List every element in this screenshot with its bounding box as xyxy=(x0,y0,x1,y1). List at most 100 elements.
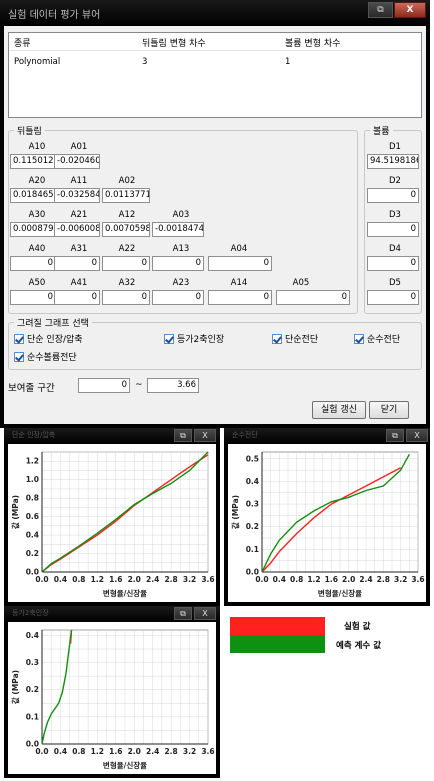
y-tick-label: 0.0 xyxy=(26,568,39,577)
legend-predicted-label: 예측 계수 값 xyxy=(336,641,382,651)
checkbox-label: 순수볼륨전단 xyxy=(27,353,77,363)
chart-titlebar[interactable]: 단순 인장/압축 ⧉ X xyxy=(4,428,220,444)
coef-input-a02[interactable]: 0.01137719 xyxy=(102,188,150,203)
coef-input-a13[interactable]: 0 xyxy=(152,256,204,271)
x-axis-title: 변형율/신장율 xyxy=(318,588,362,598)
x-tick-label: 2.0 xyxy=(342,575,355,584)
series-line-experimental xyxy=(261,467,402,573)
coef-input-a40[interactable]: 0 xyxy=(10,256,56,271)
range-label: 보여줄 구간 xyxy=(8,383,55,394)
coef-label-a12: A12 xyxy=(118,210,136,220)
coef-input-a01[interactable]: -0.0204606( xyxy=(54,154,100,169)
checkbox-equibiaxial[interactable]: 등가2축인장 xyxy=(164,332,224,345)
coef-input-a30[interactable]: 0.00087997 xyxy=(10,222,56,237)
checkbox-simple-shear[interactable]: 단순전단 xyxy=(272,332,318,345)
coef-input-a23[interactable]: 0 xyxy=(152,290,204,305)
close-window-button[interactable]: X xyxy=(394,2,426,18)
close-window-button[interactable]: X xyxy=(194,429,216,442)
x-tick-label: 2.8 xyxy=(164,747,177,756)
chart-titlebar[interactable]: 순수전단 ⧉ X xyxy=(224,428,430,444)
checkbox-box[interactable] xyxy=(164,333,174,344)
restore-button[interactable]: ⧉ xyxy=(368,2,393,18)
restore-button[interactable]: ⧉ xyxy=(174,429,192,442)
volume-label-d4: D4 xyxy=(389,244,401,254)
checkbox-simple-tension[interactable]: 단순 인장/압축 xyxy=(14,332,83,345)
coef-input-a50[interactable]: 0 xyxy=(10,290,56,305)
volume-legend: 볼륨 xyxy=(370,124,393,137)
coef-input-a32[interactable]: 0 xyxy=(102,290,150,305)
main-titlebar[interactable]: 실험 데이터 평가 뷰어 ⧉ X xyxy=(0,0,430,26)
coef-label-a03: A03 xyxy=(172,210,190,220)
coef-input-a20[interactable]: 0.01846583 xyxy=(10,188,56,203)
checkbox-pure-volume-shear[interactable]: 순수볼륨전단 xyxy=(14,350,77,363)
x-tick-label: 1.2 xyxy=(307,575,320,584)
chart-window-pure-shear: 순수전단 ⧉ X 0.0 0.4 0.8 1.2 1.6 2.0 2.4 2.8 3.2 3.6 0… xyxy=(224,428,430,606)
coef-input-a12[interactable]: 0.00705981 xyxy=(102,222,150,237)
range-separator: ~ xyxy=(135,380,143,390)
main-window: 실험 데이터 평가 뷰어 ⧉ X 종류 뒤틀림 변형 차수 볼륨 변형 차수 P… xyxy=(0,0,430,428)
volume-group xyxy=(364,130,422,314)
volume-input-d2[interactable]: 0 xyxy=(367,188,419,203)
coef-label-a02: A02 xyxy=(118,176,136,186)
x-tick-label: 2.0 xyxy=(128,575,141,584)
range-to-input[interactable]: 3.66 xyxy=(147,378,199,393)
coef-input-a41[interactable]: 0 xyxy=(54,290,100,305)
y-tick-label: 0.1 xyxy=(26,712,39,721)
x-tick-label: 3.6 xyxy=(411,575,424,584)
close-button[interactable]: 닫기 xyxy=(369,401,409,419)
restore-button[interactable]: ⧉ xyxy=(174,607,192,620)
x-tick-label: 2.8 xyxy=(164,575,177,584)
coef-input-a31[interactable]: 0 xyxy=(54,256,100,271)
chart-titlebar[interactable]: 등가2축인장 ⧉ X xyxy=(4,606,220,622)
close-window-button[interactable]: X xyxy=(194,607,216,620)
table-cell-distortion-order[interactable]: 3 xyxy=(142,57,148,67)
chart-window-title: 등가2축인장 xyxy=(12,609,49,617)
range-from-input[interactable]: 0 xyxy=(78,378,130,393)
checkbox-box[interactable] xyxy=(272,333,282,344)
coef-input-a03[interactable]: -0.0018474( xyxy=(152,222,204,237)
y-tick-label: 0.3 xyxy=(26,658,39,667)
coef-label-a10: A10 xyxy=(28,142,46,152)
coef-input-a22[interactable]: 0 xyxy=(102,256,150,271)
close-window-button[interactable]: X xyxy=(406,429,428,442)
checkbox-box[interactable] xyxy=(14,351,24,362)
x-tick-label: 0.0 xyxy=(35,575,48,584)
x-tick-label: 1.6 xyxy=(325,575,338,584)
checkbox-label: 단순전단 xyxy=(285,335,319,345)
y-axis-title: 값 (MPa) xyxy=(10,495,20,529)
x-tick-label: 2.4 xyxy=(146,747,159,756)
y-tick-label: 0.1 xyxy=(246,545,259,554)
checkbox-pure-shear[interactable]: 순수전단 xyxy=(354,332,400,345)
table-cell-type[interactable]: Polynomial xyxy=(14,57,61,67)
checkbox-box[interactable] xyxy=(14,333,24,344)
coef-input-a05[interactable]: 0 xyxy=(276,290,350,305)
y-tick-label: 0.4 xyxy=(26,631,39,640)
volume-input-d3[interactable]: 0 xyxy=(367,222,419,237)
y-tick-label: 0.2 xyxy=(26,685,39,694)
x-tick-label: 1.6 xyxy=(109,747,122,756)
refresh-experiment-button[interactable]: 실험 갱신 xyxy=(312,401,366,419)
coef-input-a10[interactable]: 0.11501201 xyxy=(10,154,56,169)
coef-input-a14[interactable]: 0 xyxy=(208,290,272,305)
volume-label-d5: D5 xyxy=(389,278,401,288)
y-tick-label: 0.0 xyxy=(26,740,39,749)
table-cell-volume-order[interactable]: 1 xyxy=(285,57,291,67)
coef-input-a21[interactable]: -0.0060089! xyxy=(54,222,100,237)
volume-label-d1: D1 xyxy=(389,142,401,152)
volume-input-d4[interactable]: 0 xyxy=(367,256,419,271)
y-tick-label: 0.4 xyxy=(26,531,39,540)
coef-label-a31: A31 xyxy=(70,244,88,254)
coef-input-a11[interactable]: -0.0325847! xyxy=(54,188,100,203)
volume-input-d1[interactable]: 94.5198186 xyxy=(367,154,419,169)
series-line-experimental xyxy=(41,454,209,573)
x-tick-label: 1.2 xyxy=(91,747,104,756)
checkbox-box[interactable] xyxy=(354,333,364,344)
coef-input-a04[interactable]: 0 xyxy=(208,256,272,271)
table-header-volume-order: 볼륨 변형 차수 xyxy=(285,39,341,49)
restore-button[interactable]: ⧉ xyxy=(386,429,404,442)
table-header-type: 종류 xyxy=(14,39,31,49)
coef-label-a20: A20 xyxy=(28,176,46,186)
volume-input-d5[interactable]: 0 xyxy=(367,290,419,305)
type-table[interactable]: 종류 뒤틀림 변형 차수 볼륨 변형 차수 Polynomial 3 1 xyxy=(8,32,422,118)
main-client-area: 종류 뒤틀림 변형 차수 볼륨 변형 차수 Polynomial 3 1 뒤틀림… xyxy=(4,26,426,424)
